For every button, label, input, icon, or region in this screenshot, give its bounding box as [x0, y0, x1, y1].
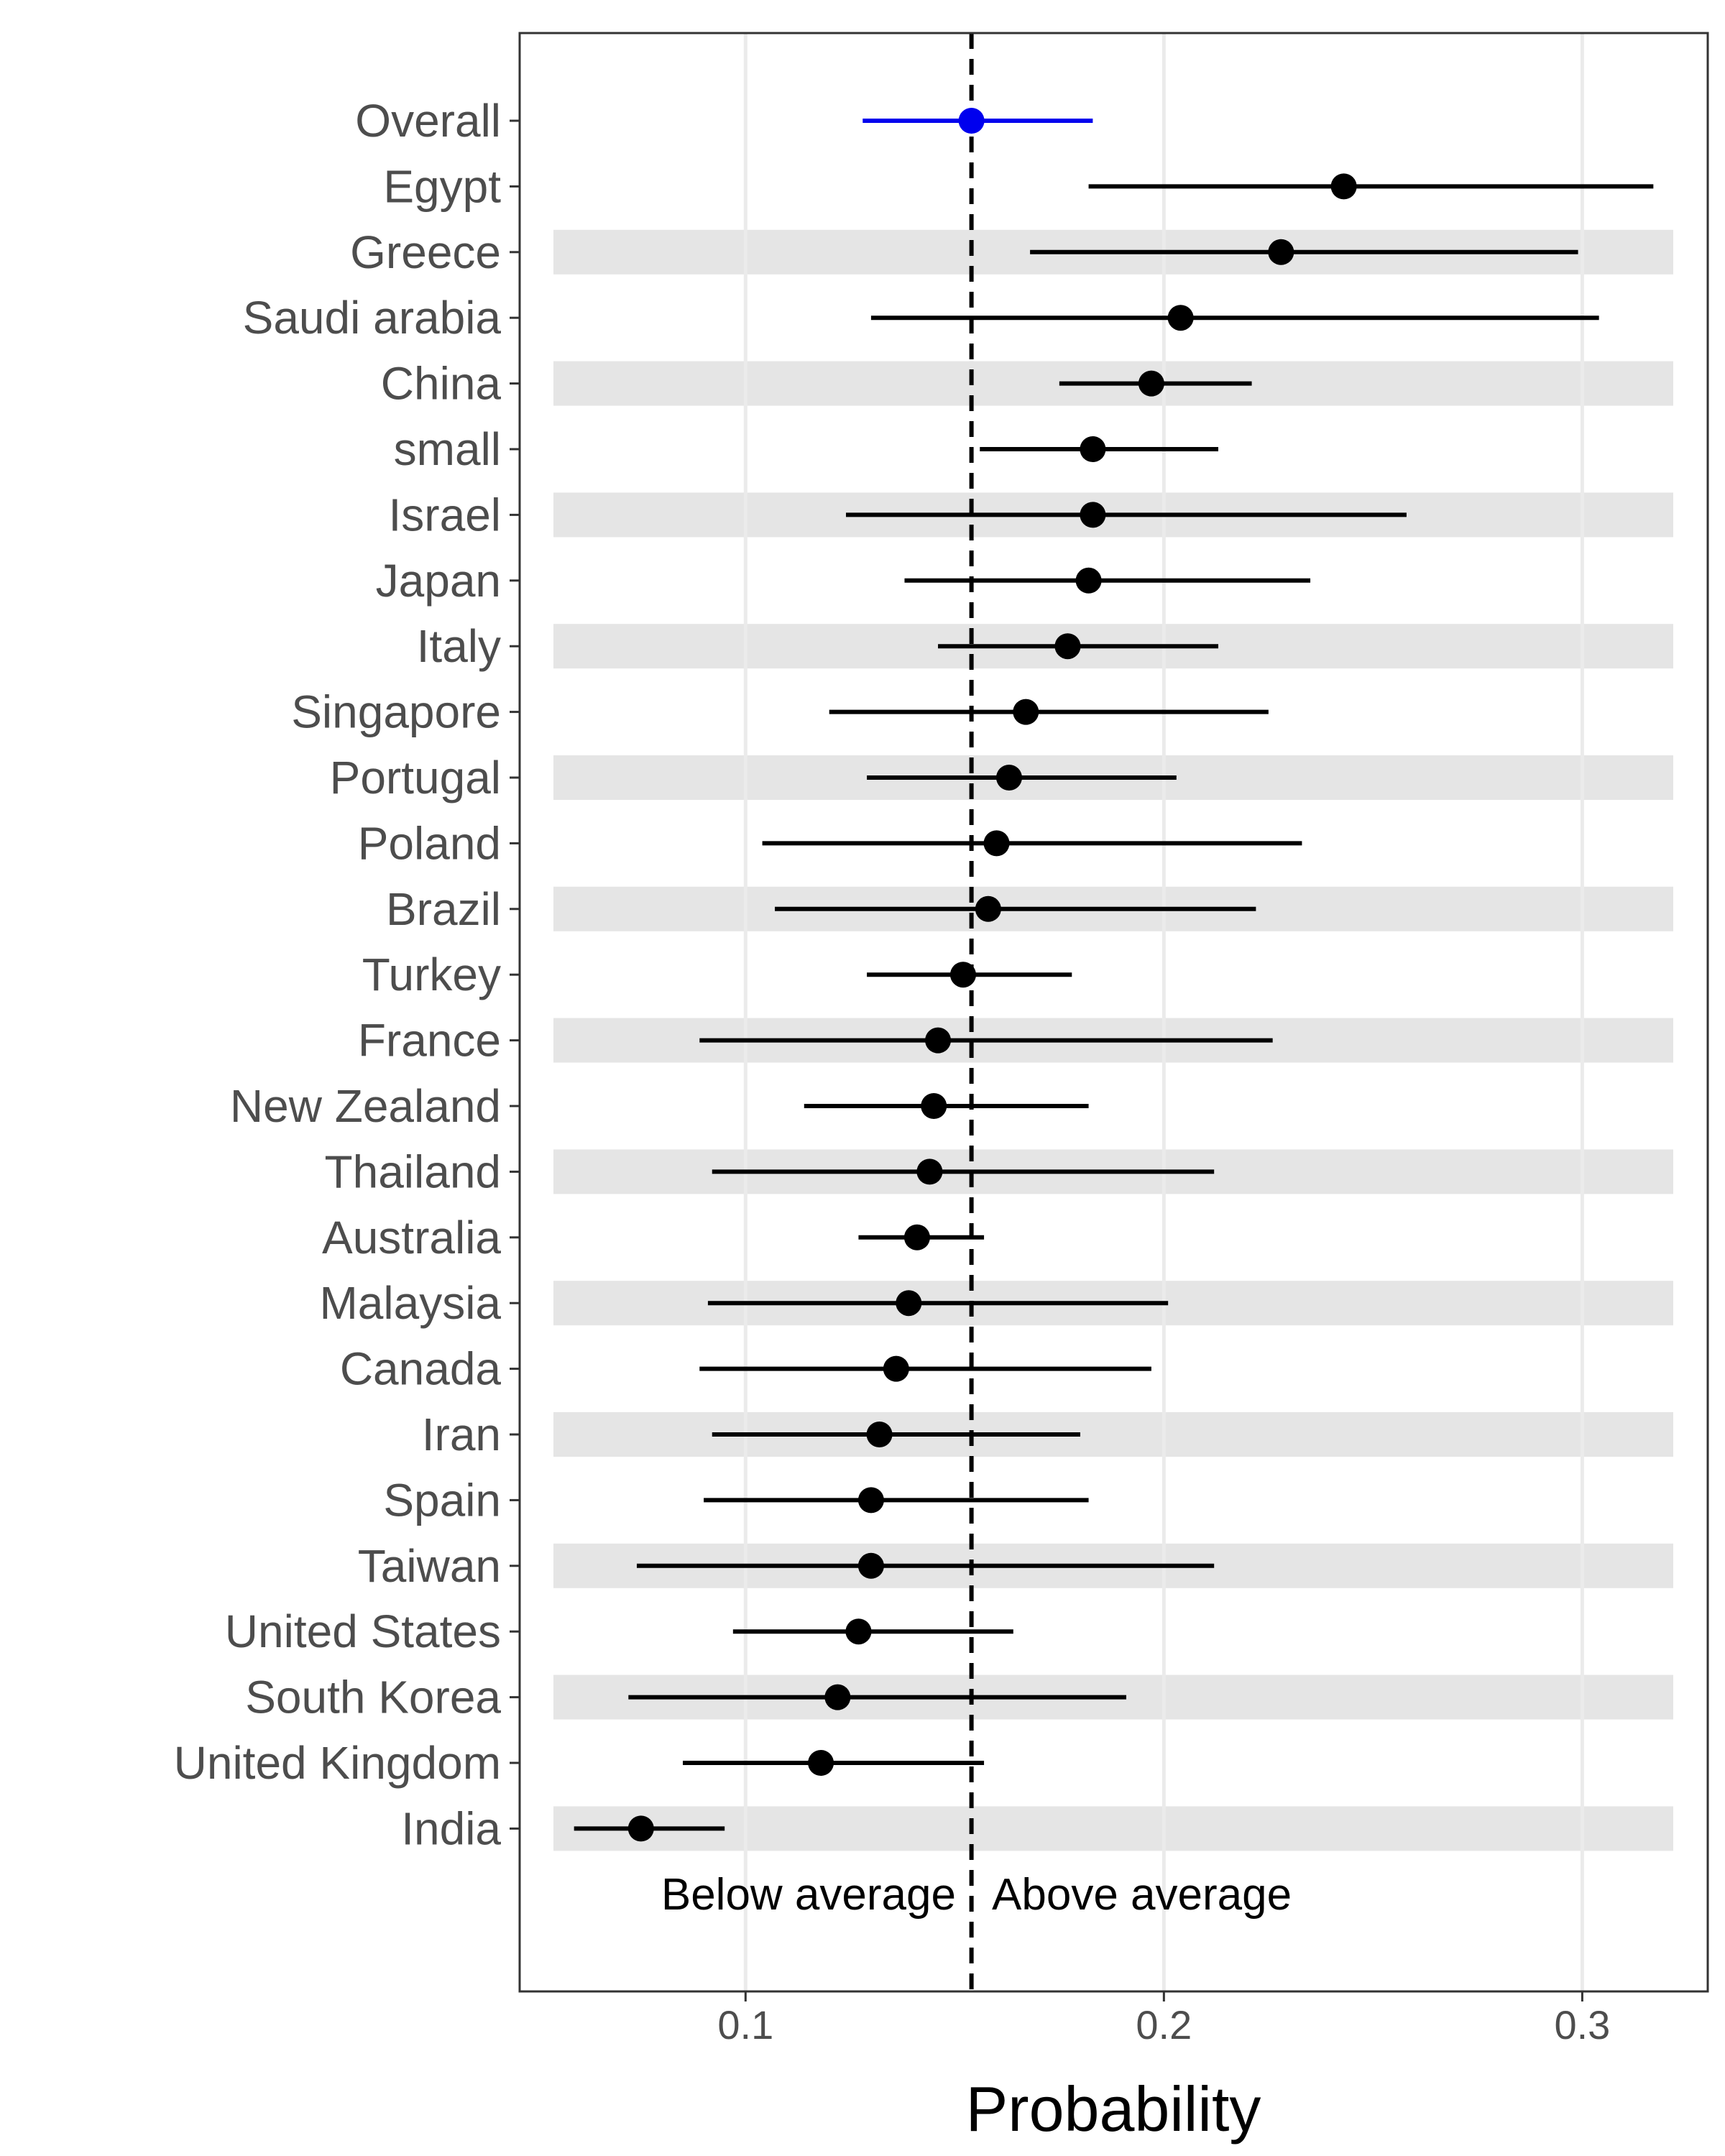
y-tick-label: Israel [389, 489, 502, 540]
estimate-point [995, 765, 1022, 791]
y-tick-label: New Zealand [230, 1080, 501, 1132]
estimate-point [883, 1355, 909, 1382]
y-tick-label: Singapore [291, 686, 501, 738]
y-tick-label: Poland [358, 817, 501, 869]
y-tick-label: Greece [350, 226, 501, 278]
y-tick-label: Italy [417, 620, 501, 672]
panel-border [518, 32, 1709, 1993]
y-tick-label: France [358, 1015, 501, 1067]
y-tick-label: Egypt [383, 160, 501, 212]
estimate-point [1075, 567, 1102, 594]
row-band [553, 1806, 1673, 1851]
y-tick-label: India [401, 1802, 501, 1854]
x-tick-label: 0.2 [1136, 2002, 1192, 2047]
estimate-point [627, 1815, 654, 1842]
y-tick-label: Turkey [362, 949, 501, 1000]
estimate-point [1054, 633, 1081, 660]
y-tick-label: Thailand [325, 1146, 502, 1197]
x-axis-title: Probability [966, 2073, 1261, 2145]
y-tick-label: Canada [340, 1343, 502, 1395]
estimate-point [916, 1158, 943, 1185]
above-average-annotation: Above average [992, 1870, 1292, 1920]
estimate-point [1080, 436, 1106, 462]
estimate-point [983, 830, 1010, 857]
estimate-point [1080, 502, 1106, 528]
estimate-point [1268, 239, 1294, 265]
estimate-point [896, 1290, 922, 1317]
y-tick-label: Brazil [386, 883, 501, 935]
estimate-point [866, 1422, 893, 1447]
estimate-point [1138, 370, 1164, 397]
y-tick-label: Taiwan [358, 1540, 501, 1592]
estimate-point [949, 962, 976, 988]
y-tick-label: Iran [422, 1409, 501, 1460]
estimate-point [925, 1027, 952, 1054]
y-tick-label: Japan [376, 555, 501, 607]
y-tick-label: Malaysia [319, 1277, 501, 1329]
below-average-annotation: Below average [661, 1870, 956, 1920]
estimate-point [903, 1224, 930, 1250]
x-tick-label: 0.3 [1554, 2002, 1610, 2047]
y-tick-label: Portugal [330, 752, 501, 803]
estimate-point [975, 895, 1001, 922]
x-tick-label: 0.1 [717, 2002, 773, 2047]
estimate-point [1013, 699, 1039, 725]
estimate-point [845, 1618, 872, 1645]
y-tick-label: United States [225, 1606, 501, 1657]
estimate-point [1330, 173, 1357, 200]
estimate-point [824, 1684, 851, 1710]
x-axis: 0.1 0.2 0.3 [717, 1991, 1610, 2047]
y-tick-label: United Kingdom [174, 1737, 501, 1789]
estimates [574, 108, 1654, 1842]
estimate-point [808, 1750, 834, 1776]
estimate-point [1167, 305, 1194, 331]
y-tick-label: Spain [383, 1474, 501, 1526]
y-tick-label: small [394, 423, 501, 475]
vertical-gridlines [743, 33, 1584, 1991]
y-axis: Overall Egypt Greece Saudi arabia China small… [174, 95, 520, 1854]
estimate-point [857, 1487, 884, 1514]
y-tick-label: Overall [355, 95, 501, 147]
estimate-point [857, 1552, 884, 1579]
estimate-point [921, 1093, 947, 1119]
y-tick-label: South Korea [245, 1672, 501, 1723]
y-tick-label: Australia [322, 1212, 501, 1263]
y-tick-label: China [381, 358, 502, 410]
y-tick-label: Saudi arabia [243, 292, 502, 344]
overall-point [958, 108, 985, 134]
